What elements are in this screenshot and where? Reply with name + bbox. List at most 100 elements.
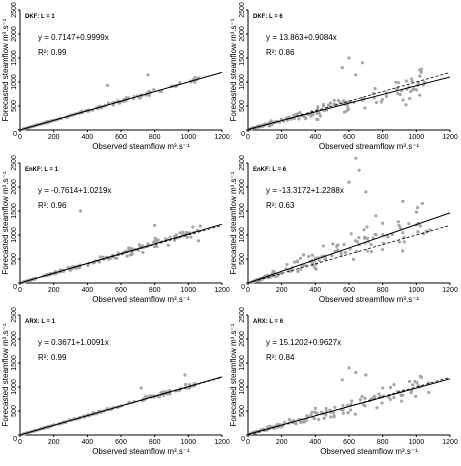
data-point <box>373 87 377 91</box>
x-tick-label: 600 <box>343 287 355 294</box>
data-point <box>336 248 340 252</box>
data-point <box>411 383 415 387</box>
data-point <box>173 238 177 242</box>
data-point <box>381 386 385 390</box>
data-point <box>353 239 358 243</box>
data-point <box>392 395 396 400</box>
data-point <box>321 102 326 107</box>
data-point <box>130 252 134 257</box>
data-point <box>402 240 406 244</box>
y-tick-label: 500 <box>11 253 18 265</box>
data-point <box>354 371 358 375</box>
data-point <box>191 225 195 229</box>
y-tick-label: 1000 <box>11 379 18 395</box>
y-tick-label: 1000 <box>239 74 246 90</box>
data-point <box>396 220 400 224</box>
data-point <box>111 103 115 107</box>
data-point <box>416 230 420 234</box>
x-tick-label: 800 <box>149 439 161 446</box>
r-squared-label: R²: 0.84 <box>266 353 295 362</box>
data-point <box>365 249 370 253</box>
data-point <box>420 201 425 206</box>
data-point <box>415 381 419 385</box>
y-tick-label: 1000 <box>11 74 18 90</box>
data-point <box>296 269 300 273</box>
y-tick-label: 2000 <box>11 331 18 347</box>
data-point <box>409 89 413 94</box>
data-point <box>86 263 90 268</box>
y-tick-label: 1500 <box>11 355 18 371</box>
r-squared-label: R²: 0.86 <box>266 48 295 57</box>
data-point <box>178 231 182 235</box>
data-point <box>141 250 145 254</box>
data-point <box>309 412 313 417</box>
data-point <box>414 210 418 214</box>
data-point <box>323 256 327 260</box>
scatter-panel-4: 0 200 400 600 800 1000 1200 500 1000 1500 2000 2500… <box>229 155 458 304</box>
y-tick-label: 500 <box>239 253 246 265</box>
data-point <box>398 226 403 230</box>
data-point <box>358 398 363 402</box>
data-point <box>398 93 402 97</box>
data-point <box>354 73 358 77</box>
data-point <box>374 214 378 218</box>
data-point <box>196 239 201 243</box>
data-point <box>324 413 328 417</box>
regression-line <box>19 223 223 284</box>
y-tick-label: 1500 <box>11 50 18 66</box>
data-point <box>332 410 336 415</box>
data-point <box>168 235 172 239</box>
y-tick-label: 1000 <box>239 227 246 243</box>
data-point <box>336 243 340 247</box>
data-point <box>115 256 119 260</box>
y-tick-label: 500 <box>11 405 18 417</box>
y-tick-label: 500 <box>239 405 246 417</box>
data-point <box>297 117 301 121</box>
x-tick-label: 400 <box>81 134 93 141</box>
data-point <box>293 260 297 264</box>
data-point <box>419 375 424 379</box>
regression-equation: y = -13.3172+1.2288x <box>266 186 344 195</box>
data-point <box>401 98 405 102</box>
data-point <box>348 408 353 412</box>
data-point <box>349 232 353 236</box>
data-point <box>407 379 412 384</box>
data-point <box>388 385 393 390</box>
scatter-panel-3: 0 200 400 600 800 1000 1200 500 1000 1500 2000 2500… <box>1 155 230 304</box>
data-point <box>394 80 398 84</box>
y-tick-label: 1500 <box>239 355 246 371</box>
data-point <box>184 230 189 235</box>
y-tick-label: 0 <box>13 131 17 138</box>
panel-title: DKF: L = 6 <box>253 14 283 20</box>
data-point <box>185 235 189 240</box>
data-point <box>101 255 105 259</box>
data-point <box>340 378 344 382</box>
x-tick-label: 0 <box>18 287 22 294</box>
x-tick-label: 1200 <box>214 287 230 294</box>
y-tick-label: 0 <box>241 131 245 138</box>
data-point <box>193 80 197 84</box>
data-point <box>401 231 405 235</box>
data-point <box>349 402 353 406</box>
data-point <box>346 411 350 415</box>
y-tick-label: 2500 <box>11 307 18 323</box>
x-tick-label: 0 <box>246 439 250 446</box>
data-point <box>361 402 365 407</box>
data-point <box>360 61 365 65</box>
scatter-panel-2: 0 200 400 600 800 1000 1200 500 1000 1500 2000 2500… <box>229 2 458 151</box>
y-axis-label: Forecasted steamflow m³.s⁻¹ <box>1 171 10 274</box>
data-point <box>301 253 306 257</box>
data-point <box>418 68 422 72</box>
data-point <box>328 101 333 105</box>
data-point <box>287 417 291 422</box>
data-point <box>401 199 405 203</box>
data-point <box>97 260 102 264</box>
x-tick-label: 1000 <box>409 439 425 446</box>
x-tick-label: 400 <box>81 439 93 446</box>
x-tick-label: 1200 <box>442 439 458 446</box>
y-tick-label: 2000 <box>239 26 246 42</box>
data-point <box>316 105 320 109</box>
data-point <box>279 271 283 275</box>
data-point <box>322 416 326 420</box>
regression-line <box>247 76 451 130</box>
